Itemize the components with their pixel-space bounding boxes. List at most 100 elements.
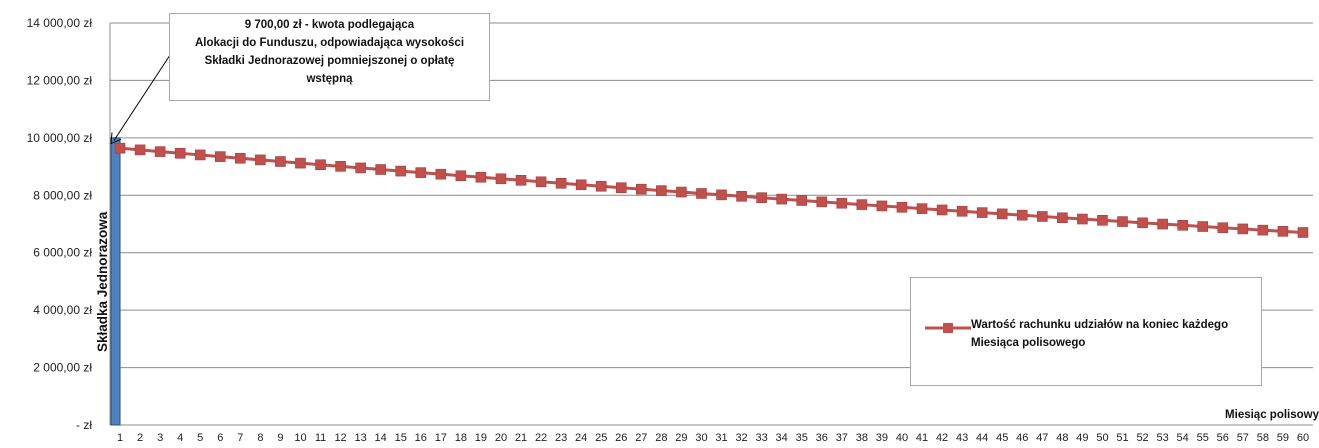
data-point-marker — [996, 208, 1008, 220]
data-point-marker — [455, 170, 467, 182]
axes — [109, 23, 1313, 426]
x-tick-label: 19 — [475, 432, 487, 444]
data-point-marker — [656, 185, 667, 196]
data-point-marker — [776, 193, 787, 205]
x-tick-label: 42 — [936, 432, 948, 444]
data-point-marker — [1157, 218, 1168, 230]
data-point-marker — [535, 176, 547, 188]
annotation-line-2: Alokacji do Funduszu, odpowiadająca wyso… — [194, 37, 465, 49]
data-point-marker — [1277, 226, 1289, 237]
data-point-marker — [856, 199, 868, 210]
x-tick-label: 51 — [1116, 432, 1128, 444]
x-tick-label: 47 — [1036, 432, 1048, 444]
data-point-marker — [1237, 223, 1249, 235]
x-tick-label: 26 — [615, 432, 627, 444]
annotation-arrow-line — [113, 51, 173, 141]
data-point-marker — [976, 207, 988, 218]
data-point-marker — [876, 200, 888, 212]
data-point-marker — [736, 190, 747, 202]
y-tick-label: 8 000,00 zł — [33, 188, 92, 202]
data-point-marker — [1137, 217, 1148, 229]
x-tick-label: 60 — [1297, 432, 1309, 444]
annotation-callout: 9 700,00 zł - kwota podlegająca Alokacji… — [169, 13, 490, 101]
y-tick-label: 2 000,00 zł — [33, 361, 92, 375]
data-point-marker — [936, 204, 948, 216]
data-point-marker — [1117, 216, 1128, 227]
data-point-marker — [796, 195, 808, 206]
data-point-marker — [495, 173, 507, 185]
x-tick-label: 53 — [1157, 432, 1169, 444]
x-tick-label: 11 — [315, 432, 326, 444]
data-point-marker — [295, 157, 306, 169]
data-point-marker — [255, 154, 266, 166]
x-tick-label: 3 — [157, 432, 163, 444]
x-tick-label: 57 — [1237, 432, 1249, 444]
series-line-group — [114, 142, 1309, 238]
data-point-marker — [1197, 221, 1209, 232]
x-tick-label: 59 — [1277, 432, 1289, 444]
data-point-marker — [214, 151, 226, 162]
x-tick-label: 45 — [996, 432, 1008, 444]
x-tick-label: 34 — [776, 432, 788, 444]
x-tick-label: 40 — [896, 432, 908, 444]
x-tick-label: 35 — [796, 432, 808, 444]
x-tick-label: 7 — [237, 432, 243, 444]
data-point-marker — [595, 180, 607, 192]
x-tick-label: 22 — [535, 432, 547, 444]
x-tick-label: 16 — [415, 432, 427, 444]
x-tick-label: 48 — [1056, 432, 1068, 444]
x-tick-label: 43 — [956, 432, 968, 444]
premium-bar-label: Składka Jednorazowa — [95, 211, 110, 352]
x-tick-label: 15 — [395, 432, 407, 444]
x-tick-label: 1 — [117, 432, 123, 444]
x-tick-label: 52 — [1136, 432, 1148, 444]
data-point-marker — [235, 152, 246, 164]
x-tick-label: 41 — [916, 432, 928, 444]
x-tick-label: 30 — [695, 432, 707, 444]
annotation-line-3: Składki Jednorazowej pomniejszonej o opł… — [204, 55, 455, 67]
x-tick-label: 44 — [976, 432, 988, 444]
data-point-marker — [114, 142, 126, 154]
y-tick-label: 6 000,00 zł — [33, 246, 92, 260]
x-tick-label: 24 — [575, 432, 587, 444]
x-tick-label: 8 — [257, 432, 263, 444]
data-point-marker — [1077, 213, 1088, 225]
data-point-marker — [154, 146, 166, 157]
x-tick-label: 9 — [277, 432, 283, 444]
data-point-marker — [896, 201, 908, 213]
x-tick-label: 12 — [334, 432, 346, 444]
x-tick-label: 49 — [1076, 432, 1088, 444]
x-tick-label: 14 — [375, 432, 387, 444]
x-tick-label: 18 — [455, 432, 467, 444]
x-tick-label: 27 — [635, 432, 647, 444]
legend-series-label: Wartość rachunku udziałów na koniec każd… — [971, 319, 1229, 349]
legend-series-marker — [925, 323, 971, 333]
annotation-arrow-head — [110, 132, 122, 145]
data-point-marker — [515, 174, 527, 186]
data-point-marker — [1016, 209, 1028, 221]
x-tick-label: 10 — [294, 432, 306, 444]
y-tick-label: 10 000,00 zł — [27, 131, 93, 145]
data-point-marker — [615, 182, 627, 194]
y-tick-label: 12 000,00 zł — [27, 73, 93, 87]
data-point-marker — [134, 144, 146, 156]
data-point-marker — [575, 179, 587, 191]
data-point-marker — [696, 188, 707, 199]
x-tick-label: 32 — [735, 432, 747, 444]
x-tick-label: 33 — [756, 432, 768, 444]
x-tick-label: 17 — [435, 432, 447, 444]
data-point-marker — [636, 183, 647, 195]
x-tick-label: 55 — [1197, 432, 1209, 444]
x-tick-label: 4 — [177, 432, 183, 444]
x-tick-label: 2 — [137, 432, 143, 444]
x-tick-label: 20 — [495, 432, 507, 444]
data-point-marker — [174, 147, 186, 159]
x-tick-label: 23 — [555, 432, 567, 444]
x-tick-label: 31 — [715, 432, 727, 444]
x-tick-label: 28 — [655, 432, 667, 444]
x-tick-label: 46 — [1016, 432, 1028, 444]
x-tick-label: 21 — [515, 432, 527, 444]
y-axis-ticks: - zł 2 000,00 zł 4 000,00 zł 6 000,00 zł 8 0… — [27, 16, 93, 432]
data-point-marker — [756, 192, 767, 203]
data-point-marker — [676, 186, 687, 198]
